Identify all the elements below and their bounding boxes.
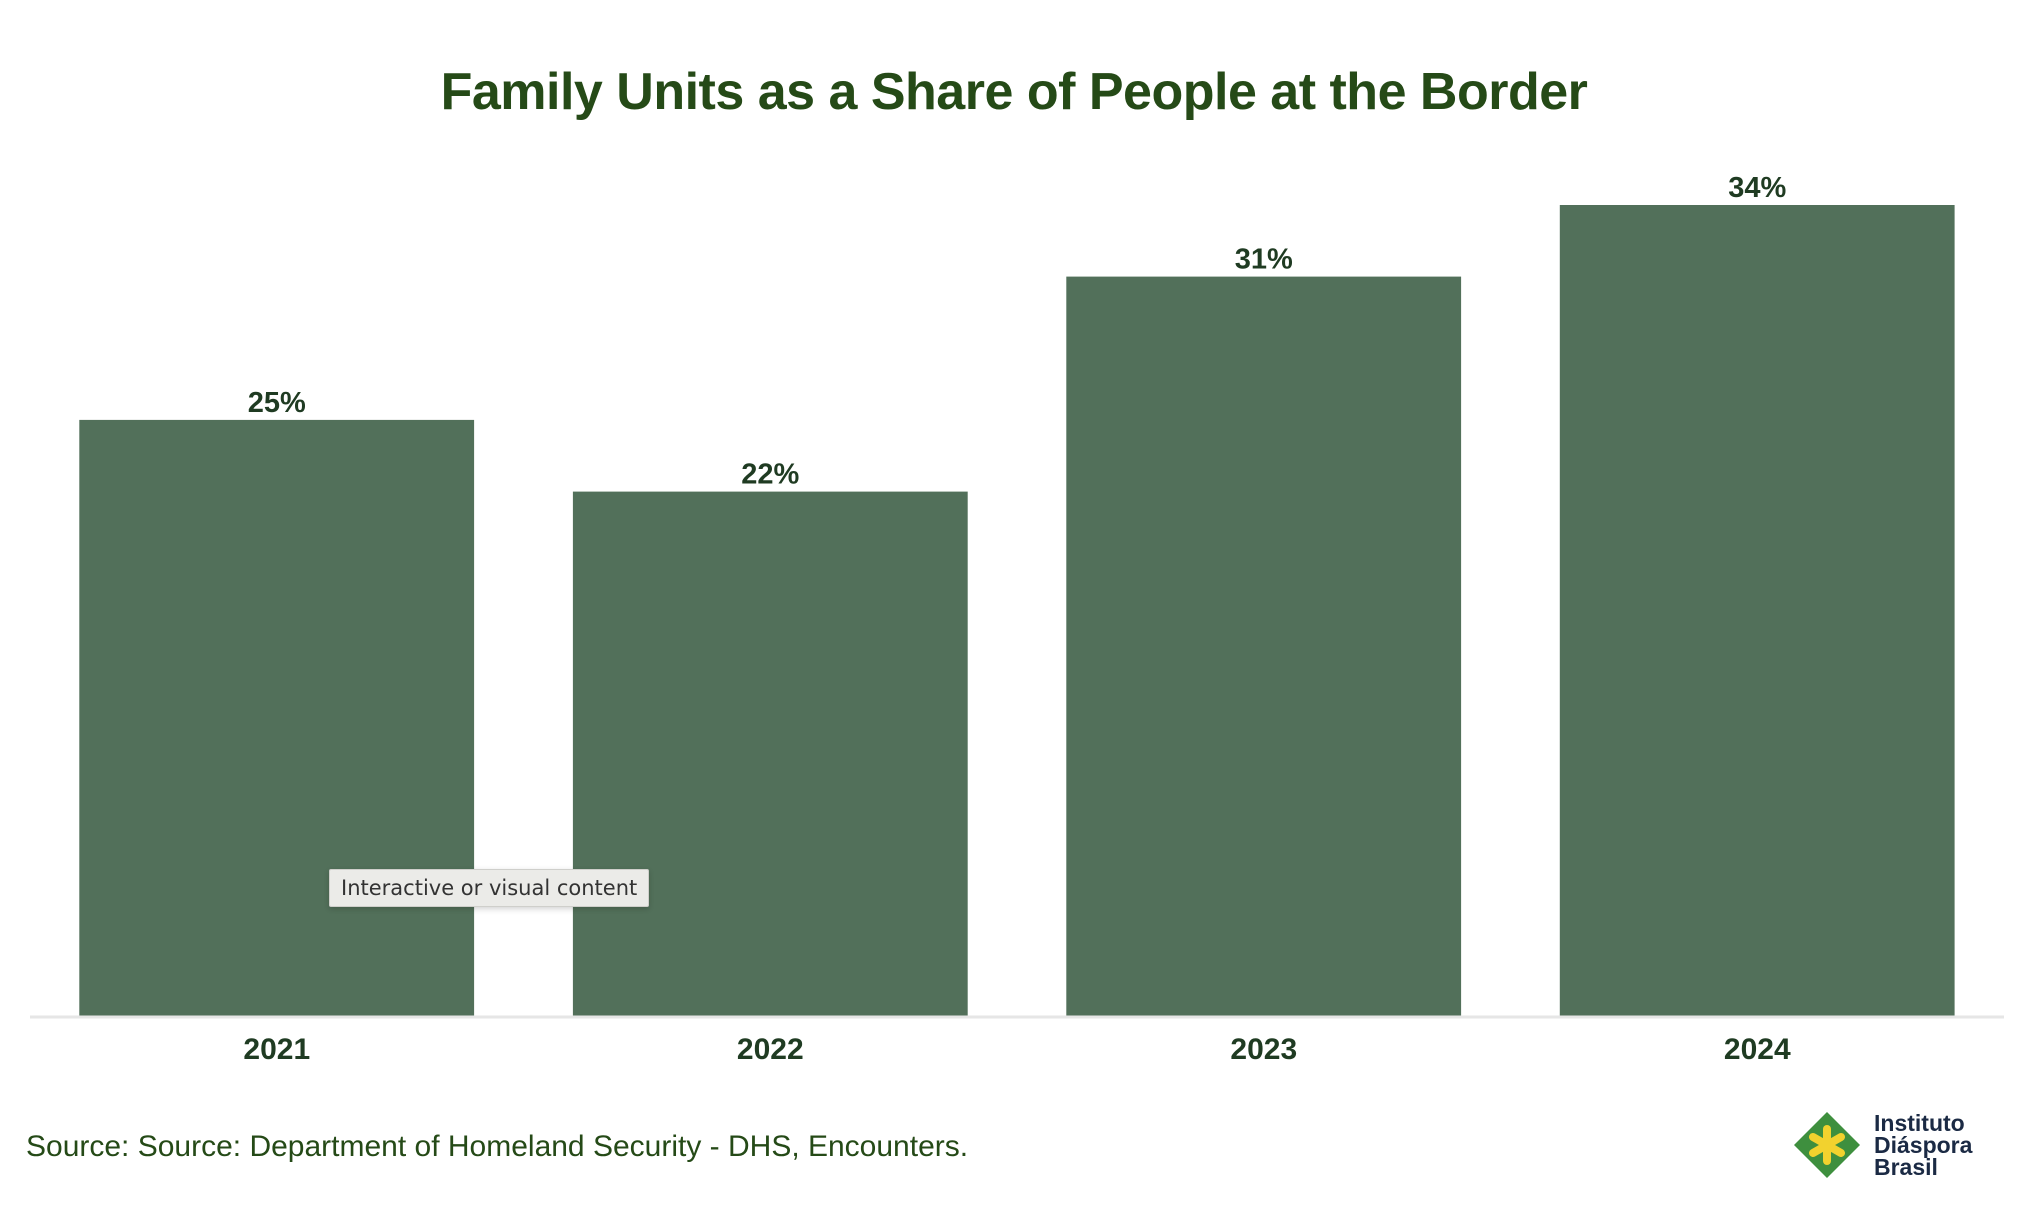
bar-value-label-2024: 34% xyxy=(1728,172,1786,204)
bar-2021[interactable] xyxy=(79,419,475,1017)
bar-2023[interactable] xyxy=(1066,276,1462,1018)
x-axis-tick-labels: 2021 2022 2023 2024 xyxy=(243,1033,1791,1066)
bar-value-label-2021: 25% xyxy=(248,387,306,419)
x-tick-label-2022: 2022 xyxy=(737,1033,804,1066)
content-tooltip: Interactive or visual content xyxy=(329,869,650,907)
value-labels-layer: 25% 22% 31% 34% xyxy=(248,172,1787,491)
x-tick-label-2024: 2024 xyxy=(1724,1033,1791,1066)
logo-wordmark: Instituto Diáspora Brasil xyxy=(1874,1110,1973,1180)
bar-value-label-2023: 31% xyxy=(1235,244,1293,276)
logo-line-2: Diáspora xyxy=(1874,1132,1973,1158)
instituto-diaspora-brasil-logo: Instituto Diáspora Brasil xyxy=(1794,1112,2004,1182)
bar-value-label-2022: 22% xyxy=(741,459,799,491)
bars-layer xyxy=(79,205,1955,1018)
logo-line-3: Brasil xyxy=(1874,1154,1938,1180)
source-note: Source: Source: Department of Homeland S… xyxy=(26,1130,969,1163)
chart-title: Family Units as a Share of People at the… xyxy=(440,63,1588,121)
logo-line-1: Instituto xyxy=(1874,1110,1965,1136)
diamond-star-icon xyxy=(1794,1112,1860,1178)
x-tick-label-2023: 2023 xyxy=(1230,1033,1297,1066)
bar-2022[interactable] xyxy=(572,491,968,1018)
x-tick-label-2021: 2021 xyxy=(243,1033,310,1066)
bar-2024[interactable] xyxy=(1559,205,1955,1017)
